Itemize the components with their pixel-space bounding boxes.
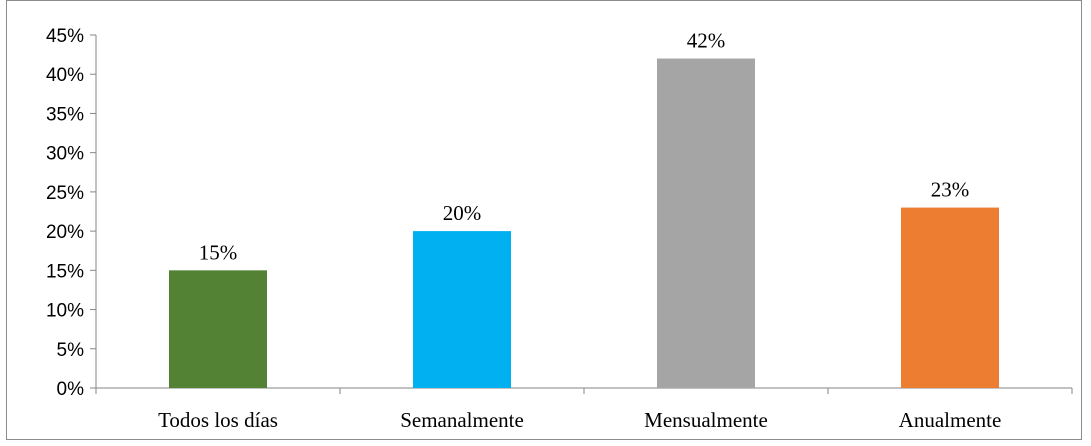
y-tick-label: 35%: [46, 104, 84, 125]
bars: [169, 58, 999, 389]
y-tick-label: 0%: [57, 379, 85, 400]
x-tick-label: Mensualmente: [644, 408, 768, 432]
data-label: 42%: [687, 29, 726, 53]
bar: [657, 58, 755, 389]
data-labels: 15% 20% 42% 23%: [199, 29, 970, 265]
y-tick-label: 15%: [46, 261, 84, 282]
y-axis: 0% 5% 10% 15% 20% 25% 30% 35% 40% 45%: [46, 26, 97, 400]
bar: [413, 231, 511, 388]
bar: [169, 270, 267, 388]
data-label: 20%: [443, 201, 482, 225]
x-axis: Todos los días Semanalmente Mensualmente An…: [95, 387, 1073, 432]
y-tick-label: 25%: [46, 183, 84, 204]
data-label: 23%: [931, 178, 970, 202]
x-tick-label: Semanalmente: [400, 408, 524, 432]
x-tick-label: Anualmente: [899, 408, 1002, 432]
y-tick-label: 45%: [46, 26, 84, 47]
y-tick-label: 20%: [46, 222, 84, 243]
data-label: 15%: [199, 240, 238, 264]
y-tick-label: 5%: [57, 340, 85, 361]
y-tick-label: 30%: [46, 144, 84, 165]
bar: [901, 207, 999, 388]
y-tick-label: 10%: [46, 301, 84, 322]
y-tick-label: 40%: [46, 65, 84, 86]
x-tick-label: Todos los días: [158, 408, 278, 432]
